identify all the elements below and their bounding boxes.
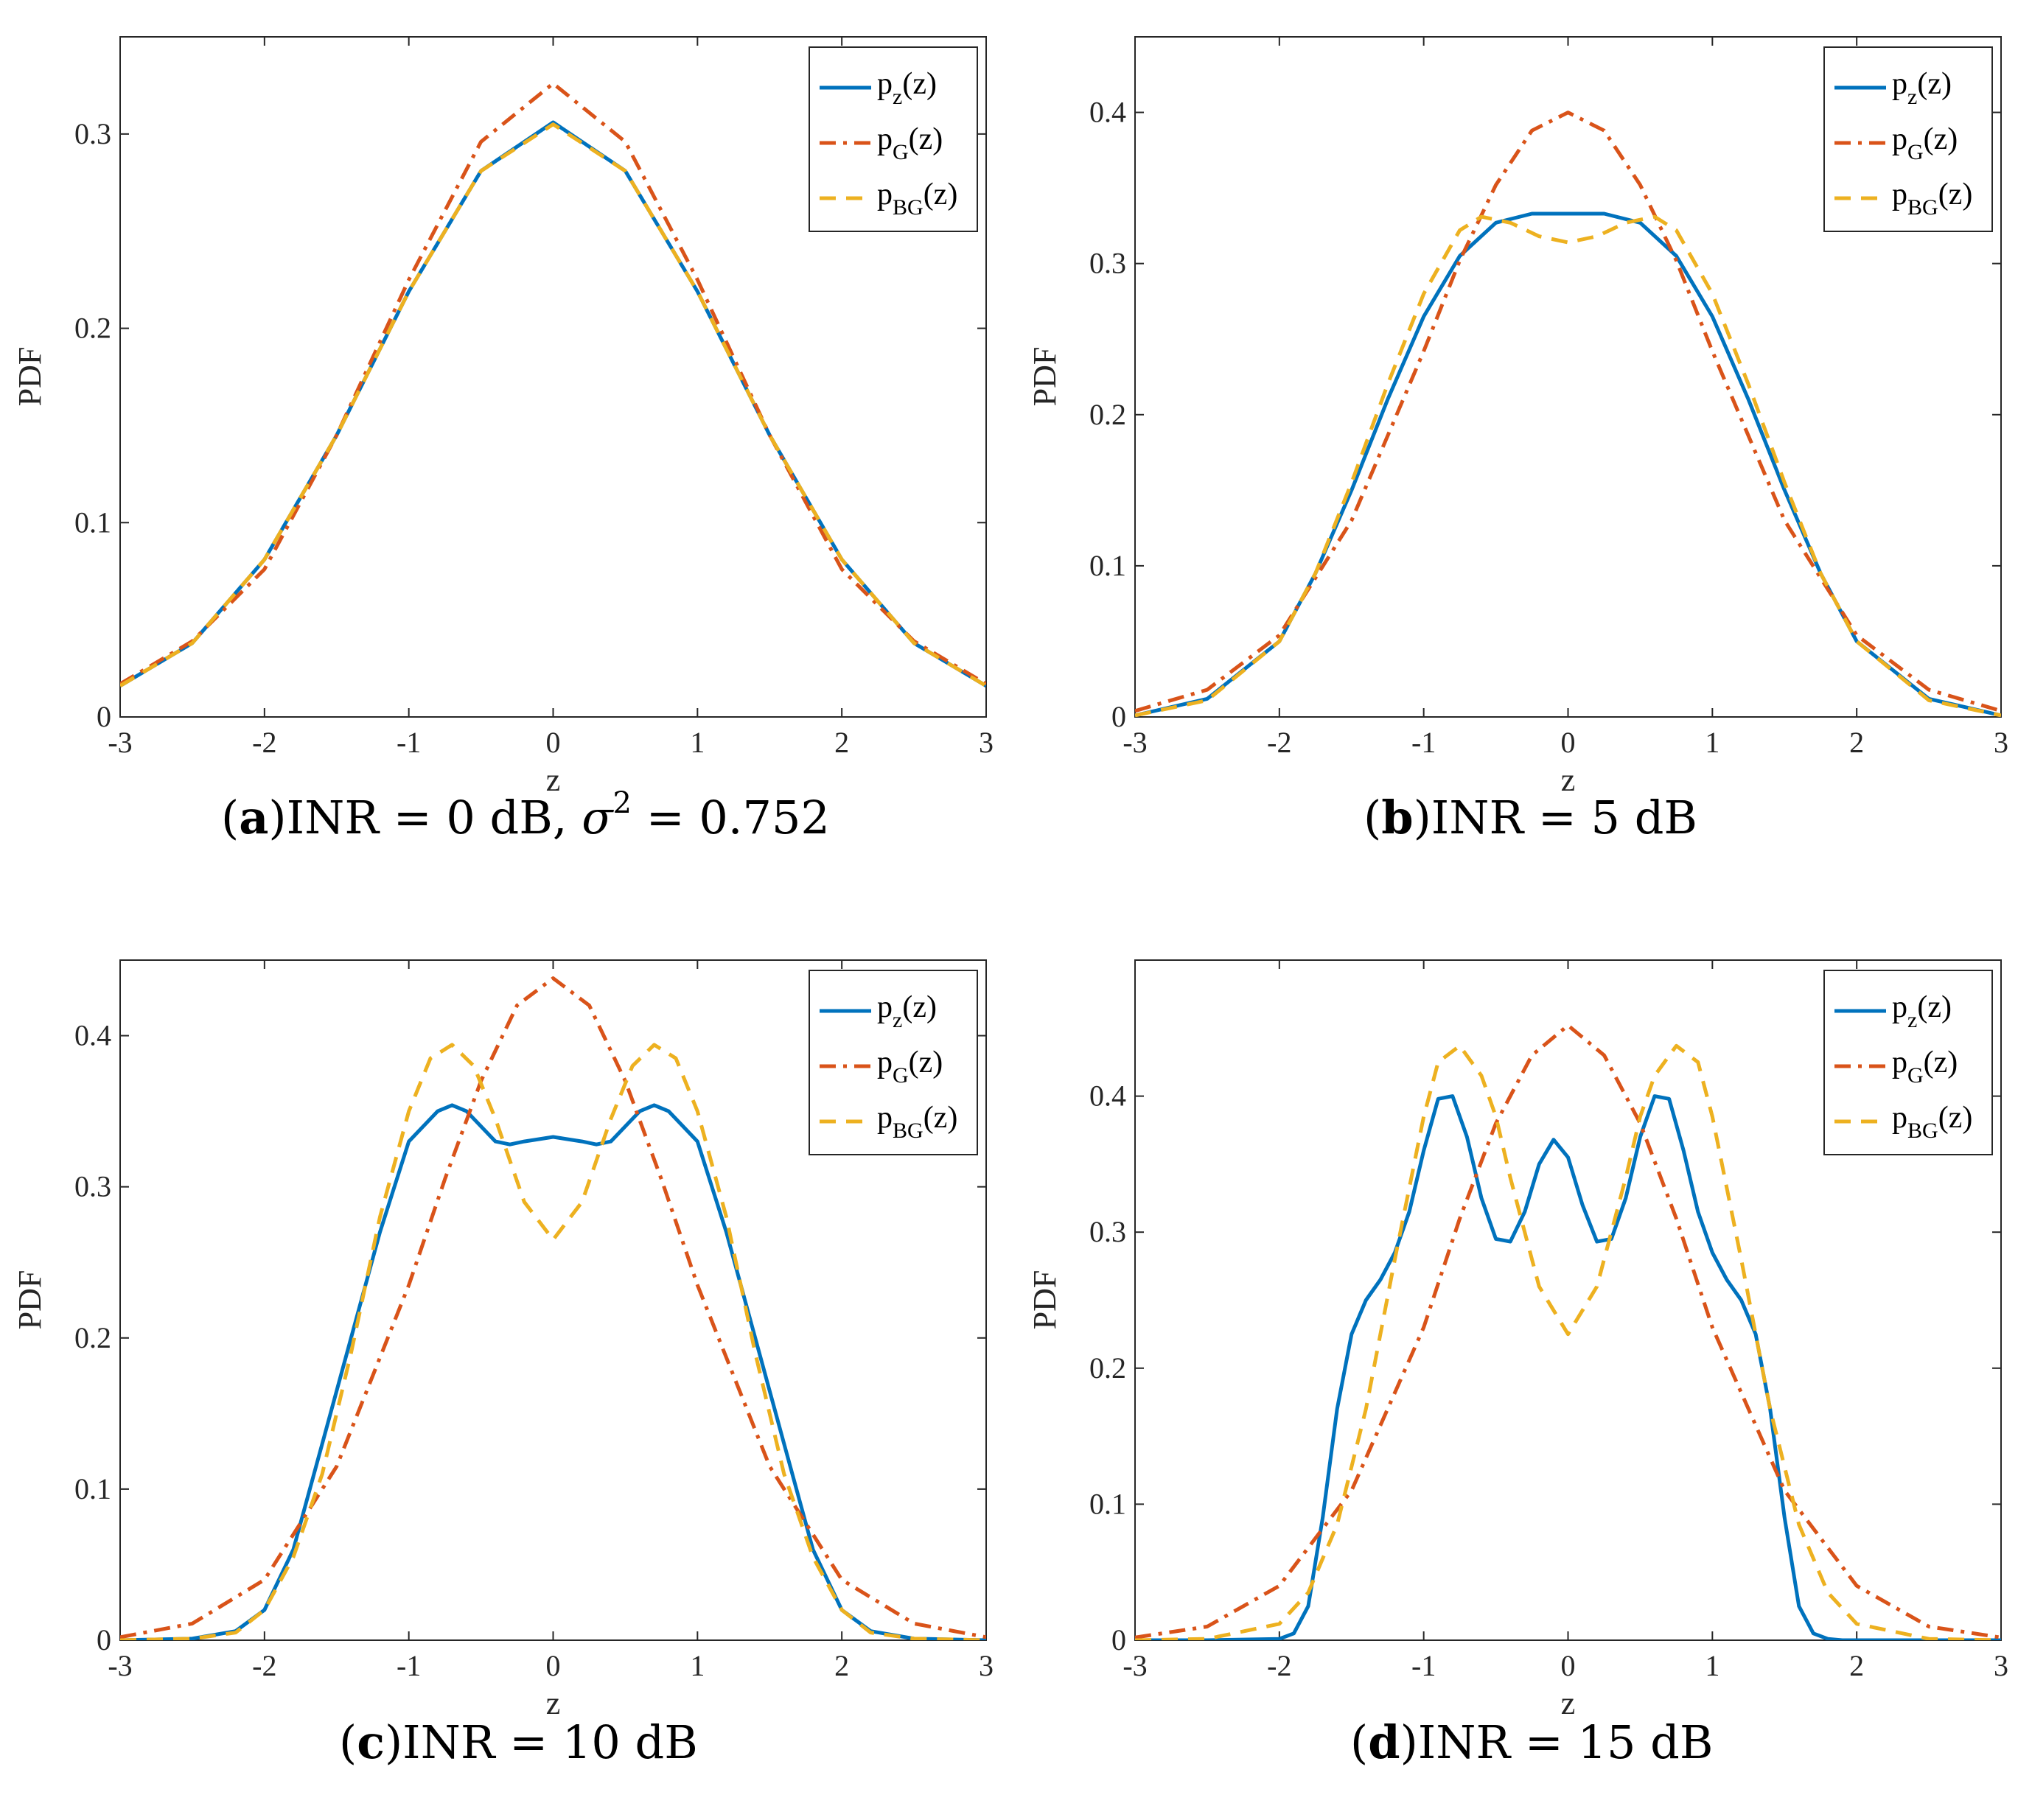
- series-line-g: [1135, 111, 2001, 713]
- legend-label-z: pz(z): [1892, 67, 1952, 109]
- series-group: [120, 976, 986, 1640]
- series-line-z: [1135, 1094, 2001, 1640]
- y-tick-label: 0.3: [1089, 247, 1126, 280]
- caption-d: (d)INR = 15 dB: [1350, 1715, 1714, 1769]
- y-tick-label: 0.1: [1089, 549, 1126, 582]
- y-tick-label: 0.3: [74, 1170, 111, 1203]
- legend-label-bg: pBG(z): [1892, 1101, 1972, 1143]
- x-tick-label: -3: [1123, 726, 1147, 759]
- series-line-bg: [1135, 1043, 2001, 1640]
- x-tick-label: 2: [834, 726, 849, 759]
- legend-label-z: pz(z): [877, 67, 937, 109]
- y-tick-label: 0.1: [74, 1472, 111, 1505]
- x-tick-label: 2: [1849, 726, 1864, 759]
- caption-b: (b)INR = 5 dB: [1364, 791, 1697, 844]
- legend-label-g: pG(z): [877, 1046, 943, 1088]
- x-tick-label: -1: [397, 1649, 421, 1682]
- x-tick-label: 1: [1705, 726, 1719, 759]
- series-line-bg: [120, 1043, 986, 1640]
- x-tick-label: -3: [108, 1649, 132, 1682]
- legend-label-bg: pBG(z): [1892, 178, 1972, 220]
- legend-label-z: pz(z): [1892, 990, 1952, 1032]
- series-group: [120, 81, 986, 687]
- x-tick-label: 0: [1561, 726, 1576, 759]
- legend-label-bg: pBG(z): [877, 1101, 957, 1143]
- y-axis-label: PDF: [1027, 347, 1063, 407]
- y-tick-label: 0.3: [1089, 1215, 1126, 1248]
- panel-d: -3 -2 -1 0 1 2 3 0 0.1 0.2 0.3 0.4 z PDF pz(z) pG(z) pBG…: [1027, 959, 2008, 1721]
- x-tick-label: -2: [1267, 1649, 1291, 1682]
- panel-c: -3 -2 -1 0 1 2 3 0 0.1 0.2 0.3 0.4 z PDF pz(z) pG(z) pBG…: [12, 959, 994, 1721]
- x-tick-label: -2: [252, 726, 276, 759]
- series-group: [1135, 1023, 2001, 1640]
- x-tick-label: 1: [690, 1649, 705, 1682]
- legend-box: [1823, 46, 1993, 232]
- legend-label-z: pz(z): [877, 990, 937, 1032]
- panel-b: -3 -2 -1 0 1 2 3 0 0.1 0.2 0.3 0.4 z PDF pz(z) pG(z) pBG…: [1027, 36, 2008, 798]
- legend-box: [809, 46, 978, 232]
- legend-label-bg: pBG(z): [877, 178, 957, 220]
- x-tick-label: -3: [108, 726, 132, 759]
- caption-c: (c)INR = 10 dB: [339, 1715, 698, 1769]
- x-tick-label: 2: [834, 1649, 849, 1682]
- x-axis-label: z: [546, 1685, 561, 1721]
- legend: pz(z) pG(z) pBG(z): [809, 46, 978, 232]
- panel-a: -3 -2 -1 0 1 2 3 0 0.1 0.2 0.3 z PDF pz(z) pG(z) pBG(z): [12, 36, 994, 798]
- x-tick-label: 1: [1705, 1649, 1719, 1682]
- y-tick-label: 0.1: [1089, 1487, 1126, 1520]
- caption-a: (a)INR = 0 dB, σ2 = 0.752: [221, 786, 830, 844]
- x-tick-label: -2: [1267, 726, 1291, 759]
- series-line-g: [120, 81, 986, 686]
- y-tick-label: 0: [1111, 1623, 1126, 1656]
- x-tick-label: -2: [252, 1649, 276, 1682]
- x-tick-label: 3: [979, 1649, 994, 1682]
- y-tick-label: 0: [1111, 700, 1126, 733]
- y-tick-label: 0: [97, 700, 111, 733]
- y-axis-label: PDF: [12, 1270, 48, 1330]
- x-axis-label: z: [546, 762, 561, 798]
- x-tick-label: 3: [979, 726, 994, 759]
- x-tick-label: -1: [1411, 1649, 1436, 1682]
- x-tick-label: 3: [1994, 726, 2008, 759]
- x-tick-label: 0: [1561, 1649, 1576, 1682]
- y-tick-label: 0.4: [74, 1019, 111, 1052]
- legend-label-g: pG(z): [1892, 122, 1958, 164]
- x-tick-label: -1: [397, 726, 421, 759]
- legend-box: [1823, 970, 1993, 1155]
- y-tick-label: 0.1: [74, 505, 111, 539]
- x-axis-label: z: [1561, 1685, 1576, 1721]
- legend-label-g: pG(z): [877, 122, 943, 164]
- x-tick-label: 3: [1994, 1649, 2008, 1682]
- series-group: [1135, 111, 2001, 717]
- x-tick-label: -3: [1123, 1649, 1147, 1682]
- y-tick-label: 0.4: [1089, 1079, 1126, 1113]
- y-tick-label: 0.2: [1089, 1351, 1126, 1385]
- y-tick-label: 0.2: [74, 312, 111, 345]
- x-tick-label: -1: [1411, 726, 1436, 759]
- legend: pz(z) pG(z) pBG(z): [809, 970, 978, 1155]
- series-line-bg: [120, 122, 986, 687]
- x-tick-label: 0: [546, 726, 561, 759]
- y-tick-label: 0: [97, 1623, 111, 1656]
- legend-box: [809, 970, 978, 1155]
- y-axis-label: PDF: [12, 347, 48, 407]
- legend-label-g: pG(z): [1892, 1046, 1958, 1088]
- x-tick-label: 2: [1849, 1649, 1864, 1682]
- x-axis-label: z: [1561, 762, 1576, 798]
- x-tick-label: 0: [546, 1649, 561, 1682]
- y-tick-label: 0.3: [74, 117, 111, 150]
- y-tick-label: 0.2: [74, 1321, 111, 1354]
- series-line-g: [1135, 1023, 2001, 1639]
- x-tick-label: 1: [690, 726, 705, 759]
- legend: pz(z) pG(z) pBG(z): [1823, 46, 1993, 232]
- legend: pz(z) pG(z) pBG(z): [1823, 970, 1993, 1155]
- series-line-z: [120, 1103, 986, 1640]
- y-axis-label: PDF: [1027, 1270, 1063, 1330]
- y-tick-label: 0.2: [1089, 398, 1126, 431]
- y-tick-label: 0.4: [1089, 96, 1126, 129]
